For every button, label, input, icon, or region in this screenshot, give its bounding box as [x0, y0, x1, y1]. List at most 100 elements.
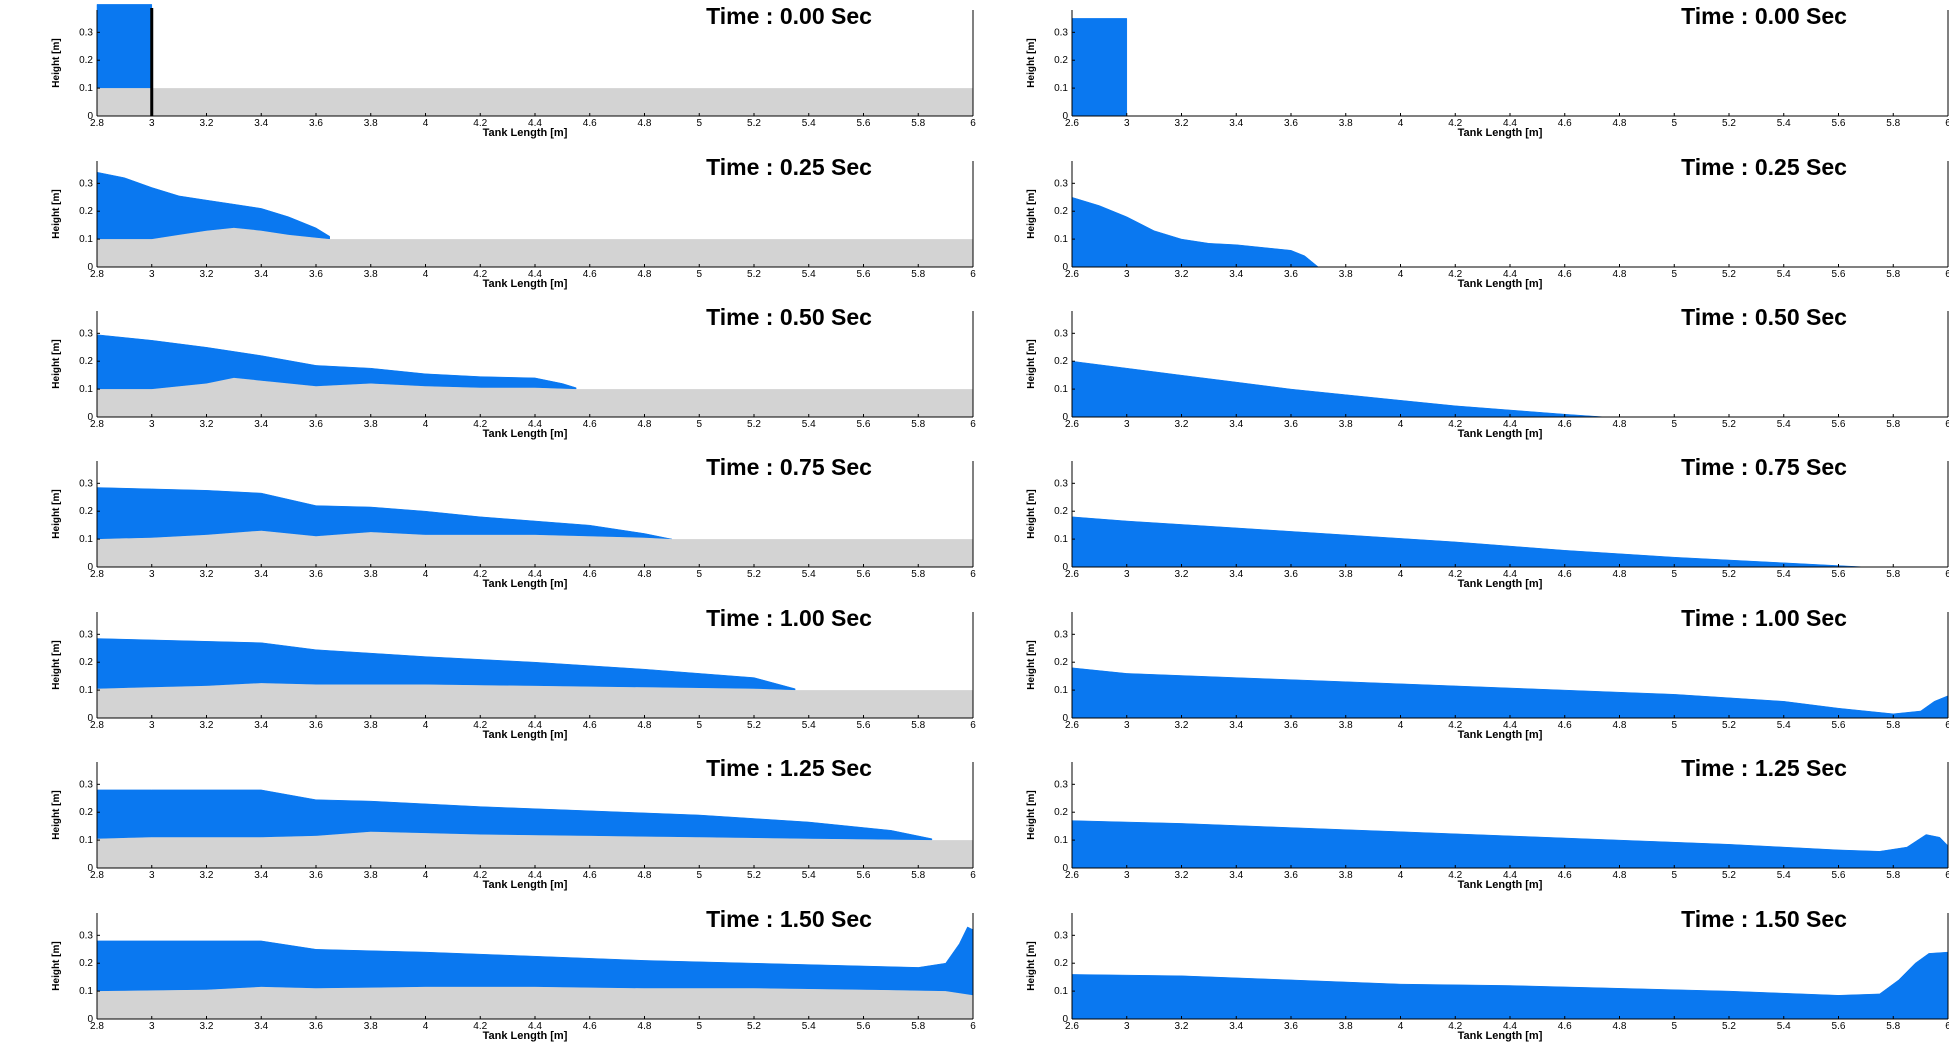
x-tick-label: 2.8 [90, 569, 104, 580]
x-tick-label: 2.6 [1065, 419, 1079, 430]
x-tick-label: 3.6 [1284, 870, 1298, 881]
y-tick-label: 0.3 [79, 629, 93, 640]
x-tick-label: 3.2 [1175, 419, 1189, 430]
y-tick-label: 0.1 [79, 83, 93, 94]
x-tick-label: 6 [970, 419, 976, 430]
x-tick-label: 3.8 [1339, 720, 1353, 731]
x-tick-label: 4.4 [1503, 870, 1517, 881]
y-tick-label: 0 [1062, 1014, 1068, 1025]
y-axis-label: Height [m] [1026, 189, 1037, 238]
x-tick-label: 5.4 [802, 720, 816, 731]
x-tick-label: 3.4 [254, 118, 268, 129]
y-tick-label: 0.1 [79, 384, 93, 395]
x-tick-label: 3.8 [364, 720, 378, 731]
x-tick-label: 5.6 [857, 569, 871, 580]
x-tick-label: 3.2 [1175, 720, 1189, 731]
x-tick-label: 5.6 [857, 419, 871, 430]
y-tick-label: 0.3 [79, 779, 93, 790]
y-tick-label: 0.2 [79, 356, 93, 367]
x-tick-label: 4.6 [1558, 118, 1572, 129]
y-tick-label: 0.2 [1054, 356, 1068, 367]
x-tick-label: 4.2 [1448, 118, 1462, 129]
x-tick-label: 5 [1671, 720, 1677, 731]
time-title: Time : 1.50 Sec [706, 906, 872, 932]
y-tick-label: 0.1 [1054, 83, 1068, 94]
y-tick-label: 0.1 [79, 986, 93, 997]
x-tick-label: 3 [1124, 569, 1130, 580]
x-tick-label: 3 [149, 720, 155, 731]
x-tick-label: 6 [970, 569, 976, 580]
x-axis-label: Tank Length [m] [1458, 578, 1543, 590]
y-tick-label: 0.1 [79, 835, 93, 846]
x-tick-label: 4.6 [583, 870, 597, 881]
x-tick-label: 5.6 [857, 870, 871, 881]
x-tick-label: 2.6 [1065, 569, 1079, 580]
y-tick-label: 0 [87, 111, 93, 122]
y-axis-label: Height [m] [51, 489, 62, 538]
x-tick-label: 4.4 [528, 1021, 542, 1032]
x-tick-label: 5.8 [1886, 720, 1900, 731]
time-title: Time : 1.25 Sec [1681, 755, 1847, 781]
x-tick-label: 4 [423, 720, 429, 731]
time-title: Time : 1.00 Sec [1681, 605, 1847, 631]
time-title: Time : 0.75 Sec [706, 454, 872, 480]
subplot-left-2: 0 0.1 0.2 0.3 2.8 3 3.2 3.4 3.6 3.8 4 4.2 4.4 4.6 4.8 5… [51, 304, 976, 440]
x-tick-label: 4.2 [473, 720, 487, 731]
x-tick-label: 5.8 [1886, 569, 1900, 580]
water-area [96, 487, 672, 540]
sediment-area [97, 831, 973, 868]
x-tick-label: 5 [696, 269, 702, 280]
y-tick-label: 0.2 [1054, 657, 1068, 668]
water-area [96, 4, 153, 89]
x-tick-label: 2.6 [1065, 269, 1079, 280]
y-axis-label: Height [m] [51, 941, 62, 990]
x-tick-label: 3 [149, 269, 155, 280]
x-tick-label: 3 [1124, 870, 1130, 881]
x-tick-label: 3.6 [1284, 1021, 1298, 1032]
x-tick-label: 4.4 [528, 419, 542, 430]
x-tick-label: 3.8 [364, 870, 378, 881]
x-tick-label: 4.8 [1613, 720, 1627, 731]
x-tick-label: 5.6 [1832, 269, 1846, 280]
x-tick-label: 4 [423, 870, 429, 881]
subplot-right-5: 0 0.1 0.2 0.3 2.6 3 3.2 3.4 3.6 3.8 4 4.2 4.4 4.6 4.8 5… [1026, 755, 1949, 891]
sediment-area [97, 227, 973, 267]
x-tick-label: 4.8 [638, 1021, 652, 1032]
y-axis-label: Height [m] [1026, 489, 1037, 538]
x-tick-label: 4.6 [583, 118, 597, 129]
subplot-right-6: 0 0.1 0.2 0.3 2.6 3 3.2 3.4 3.6 3.8 4 4.2 4.4 4.6 4.8 5… [1026, 906, 1949, 1042]
y-axis-label: Height [m] [1026, 38, 1037, 87]
water-area [96, 789, 933, 841]
x-axis-label: Tank Length [m] [483, 729, 568, 741]
x-tick-label: 4 [1398, 720, 1404, 731]
x-tick-label: 4.6 [1558, 569, 1572, 580]
x-tick-label: 3.2 [200, 720, 214, 731]
x-tick-label: 5.2 [1722, 1021, 1736, 1032]
x-tick-label: 4.4 [528, 870, 542, 881]
x-tick-label: 4.4 [1503, 720, 1517, 731]
time-title: Time : 0.75 Sec [1681, 454, 1847, 480]
x-tick-label: 3.8 [364, 118, 378, 129]
x-tick-label: 5.8 [1886, 870, 1900, 881]
water-area [1071, 820, 1949, 869]
x-tick-label: 3.8 [1339, 419, 1353, 430]
x-axis-label: Tank Length [m] [483, 278, 568, 290]
x-axis-label: Tank Length [m] [1458, 278, 1543, 290]
subplot-left-6: 0 0.1 0.2 0.3 2.8 3 3.2 3.4 3.6 3.8 4 4.2 4.4 4.6 4.8 5… [51, 906, 976, 1042]
x-tick-label: 3.4 [254, 419, 268, 430]
x-tick-label: 4.2 [1448, 720, 1462, 731]
x-tick-label: 5.4 [1777, 569, 1791, 580]
x-tick-label: 3.6 [1284, 118, 1298, 129]
x-tick-label: 3.2 [200, 1021, 214, 1032]
y-tick-label: 0 [87, 1014, 93, 1025]
x-axis-label: Tank Length [m] [483, 127, 568, 139]
x-tick-label: 3.4 [254, 870, 268, 881]
sediment-area [97, 530, 973, 567]
x-tick-label: 4.4 [1503, 569, 1517, 580]
water-area [1071, 516, 1866, 568]
y-tick-label: 0.1 [79, 234, 93, 245]
x-axis-label: Tank Length [m] [1458, 127, 1543, 139]
y-tick-label: 0 [1062, 863, 1068, 874]
x-tick-label: 6 [970, 118, 976, 129]
y-tick-label: 0.2 [79, 657, 93, 668]
